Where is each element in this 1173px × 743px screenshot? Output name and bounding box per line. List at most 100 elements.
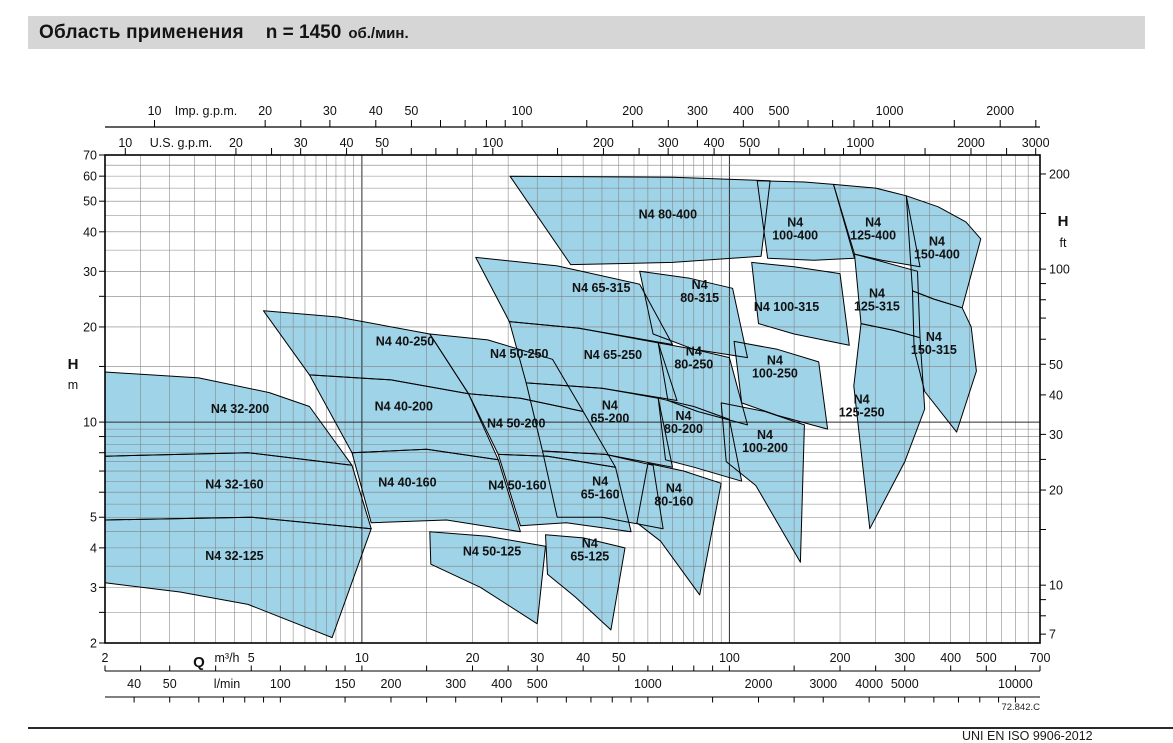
pump-region-label: 125-250	[839, 405, 885, 419]
tick-label: 700	[1030, 651, 1051, 665]
pump-region-label: N4 80-400	[639, 207, 697, 221]
tick-label: 10	[148, 104, 162, 118]
flow-axis-unit-lmin: l/min	[214, 677, 240, 691]
tick-label: 400	[733, 104, 754, 118]
pump-region-label: N4	[692, 278, 708, 292]
tick-label: 40	[576, 651, 590, 665]
pump-region-outline	[104, 516, 372, 639]
pump-region-label: N4	[854, 392, 870, 406]
pump-region-label: N4	[757, 428, 773, 442]
tick-label: 300	[658, 136, 679, 150]
left-axis-unit: m	[68, 378, 78, 392]
tick-label: 20	[229, 136, 243, 150]
tick-label: 30	[294, 136, 308, 150]
pump-region-outline	[497, 453, 632, 533]
pump-region-label: N4	[787, 215, 803, 229]
pump-region-label: 80-200	[664, 422, 703, 436]
tick-label: 50	[83, 195, 97, 209]
pump-region-outline	[542, 450, 664, 530]
tick-label: 50	[163, 677, 177, 691]
pump-region-label: 150-400	[914, 247, 960, 261]
tick-label: 400	[940, 651, 961, 665]
pump-region-fill	[105, 372, 352, 466]
imp-gpm-axis-unit: Imp. g.p.m.	[175, 104, 238, 118]
flow-axis-unit-m3h: m³/h	[215, 651, 240, 665]
tick-label: 50	[404, 104, 418, 118]
tick-label: 2000	[986, 104, 1014, 118]
tick-label: 10	[355, 651, 369, 665]
pump-region-fill	[757, 180, 855, 261]
pump-region-label: N4 100-315	[754, 300, 819, 314]
pump-region-outline	[733, 340, 829, 430]
pump-region-label: 125-400	[850, 228, 896, 242]
pump-region-label: N4	[767, 353, 783, 367]
tick-label: 50	[612, 651, 626, 665]
section-header: Область применения n = 1450 об./мин.	[28, 16, 1145, 49]
pump-region-outline	[351, 448, 521, 533]
tick-label: 500	[527, 677, 548, 691]
pump-region-label: N4	[582, 537, 598, 551]
pump-region-label: 100-200	[742, 441, 788, 455]
tick-label: 20	[83, 320, 97, 334]
pump-region-label: N4	[926, 330, 942, 344]
tick-label: 4000	[855, 677, 883, 691]
pump-region-label: 65-200	[590, 412, 629, 426]
tick-label: 300	[687, 104, 708, 118]
pump-region-label: N4	[929, 234, 945, 248]
tick-label: 100	[719, 651, 740, 665]
tick-label: 40	[83, 225, 97, 239]
tick-label: 400	[704, 136, 725, 150]
us-gpm-axis-unit: U.S. g.p.m.	[150, 136, 213, 150]
tick-label: 30	[1049, 428, 1063, 442]
pump-region-fill	[854, 254, 920, 338]
pump-region-fill	[542, 451, 664, 529]
tick-label: 20	[466, 651, 480, 665]
pump-region-label: N4 32-125	[205, 549, 263, 563]
pump-region-label: N4 32-200	[211, 402, 269, 416]
pump-region-label: N4 40-200	[375, 400, 433, 414]
pump-region-label: N4 32-160	[205, 477, 263, 491]
tick-label: 2	[90, 637, 97, 651]
tick-label: 3	[90, 581, 97, 595]
pump-region-outline	[509, 175, 771, 266]
pump-region-label: 65-160	[581, 488, 620, 502]
tick-label: 10	[1049, 579, 1063, 593]
pump-region-label: N4 40-160	[378, 475, 436, 489]
tick-label: 300	[894, 651, 915, 665]
tick-label: 50	[375, 136, 389, 150]
pump-region-label: N4 50-250	[490, 347, 548, 361]
tick-label: 200	[830, 651, 851, 665]
speed-unit-label: об./мин.	[348, 25, 409, 42]
pump-region-label: 80-160	[654, 495, 693, 509]
tick-label: 20	[1049, 484, 1063, 498]
tick-label: 200	[622, 104, 643, 118]
pump-region-label: N4	[686, 345, 702, 359]
pump-region-label: N4 50-160	[488, 479, 546, 493]
tick-label: 3000	[1022, 136, 1050, 150]
pump-region-outline	[657, 397, 743, 482]
pump-region-fill	[105, 517, 372, 638]
tick-label: 5	[90, 511, 97, 525]
tick-label: 1000	[876, 104, 904, 118]
tick-label: 2000	[745, 677, 773, 691]
pump-region-label: N4 50-200	[487, 416, 545, 430]
pump-region-label: 80-315	[680, 291, 719, 305]
pump-region-fill	[510, 176, 771, 265]
tick-label: 150	[335, 677, 356, 691]
footer-divider	[28, 727, 1173, 729]
page-title: Область применения	[39, 21, 244, 43]
pump-region-fill	[751, 262, 850, 346]
pump-region-outline	[639, 270, 748, 359]
tick-label: 50	[1049, 358, 1063, 372]
tick-label: 30	[83, 265, 97, 279]
pump-region-fill	[734, 341, 828, 430]
plot-frame	[104, 154, 1041, 644]
drawing-code: 72.842.C	[1001, 702, 1040, 713]
pump-region-label: N4	[865, 215, 881, 229]
right-axis-title: H	[1058, 213, 1069, 230]
pump-region-fill	[309, 374, 499, 460]
pump-region-outline	[751, 261, 850, 346]
pump-region-label: N4	[592, 475, 608, 489]
tick-label: 60	[83, 170, 97, 184]
